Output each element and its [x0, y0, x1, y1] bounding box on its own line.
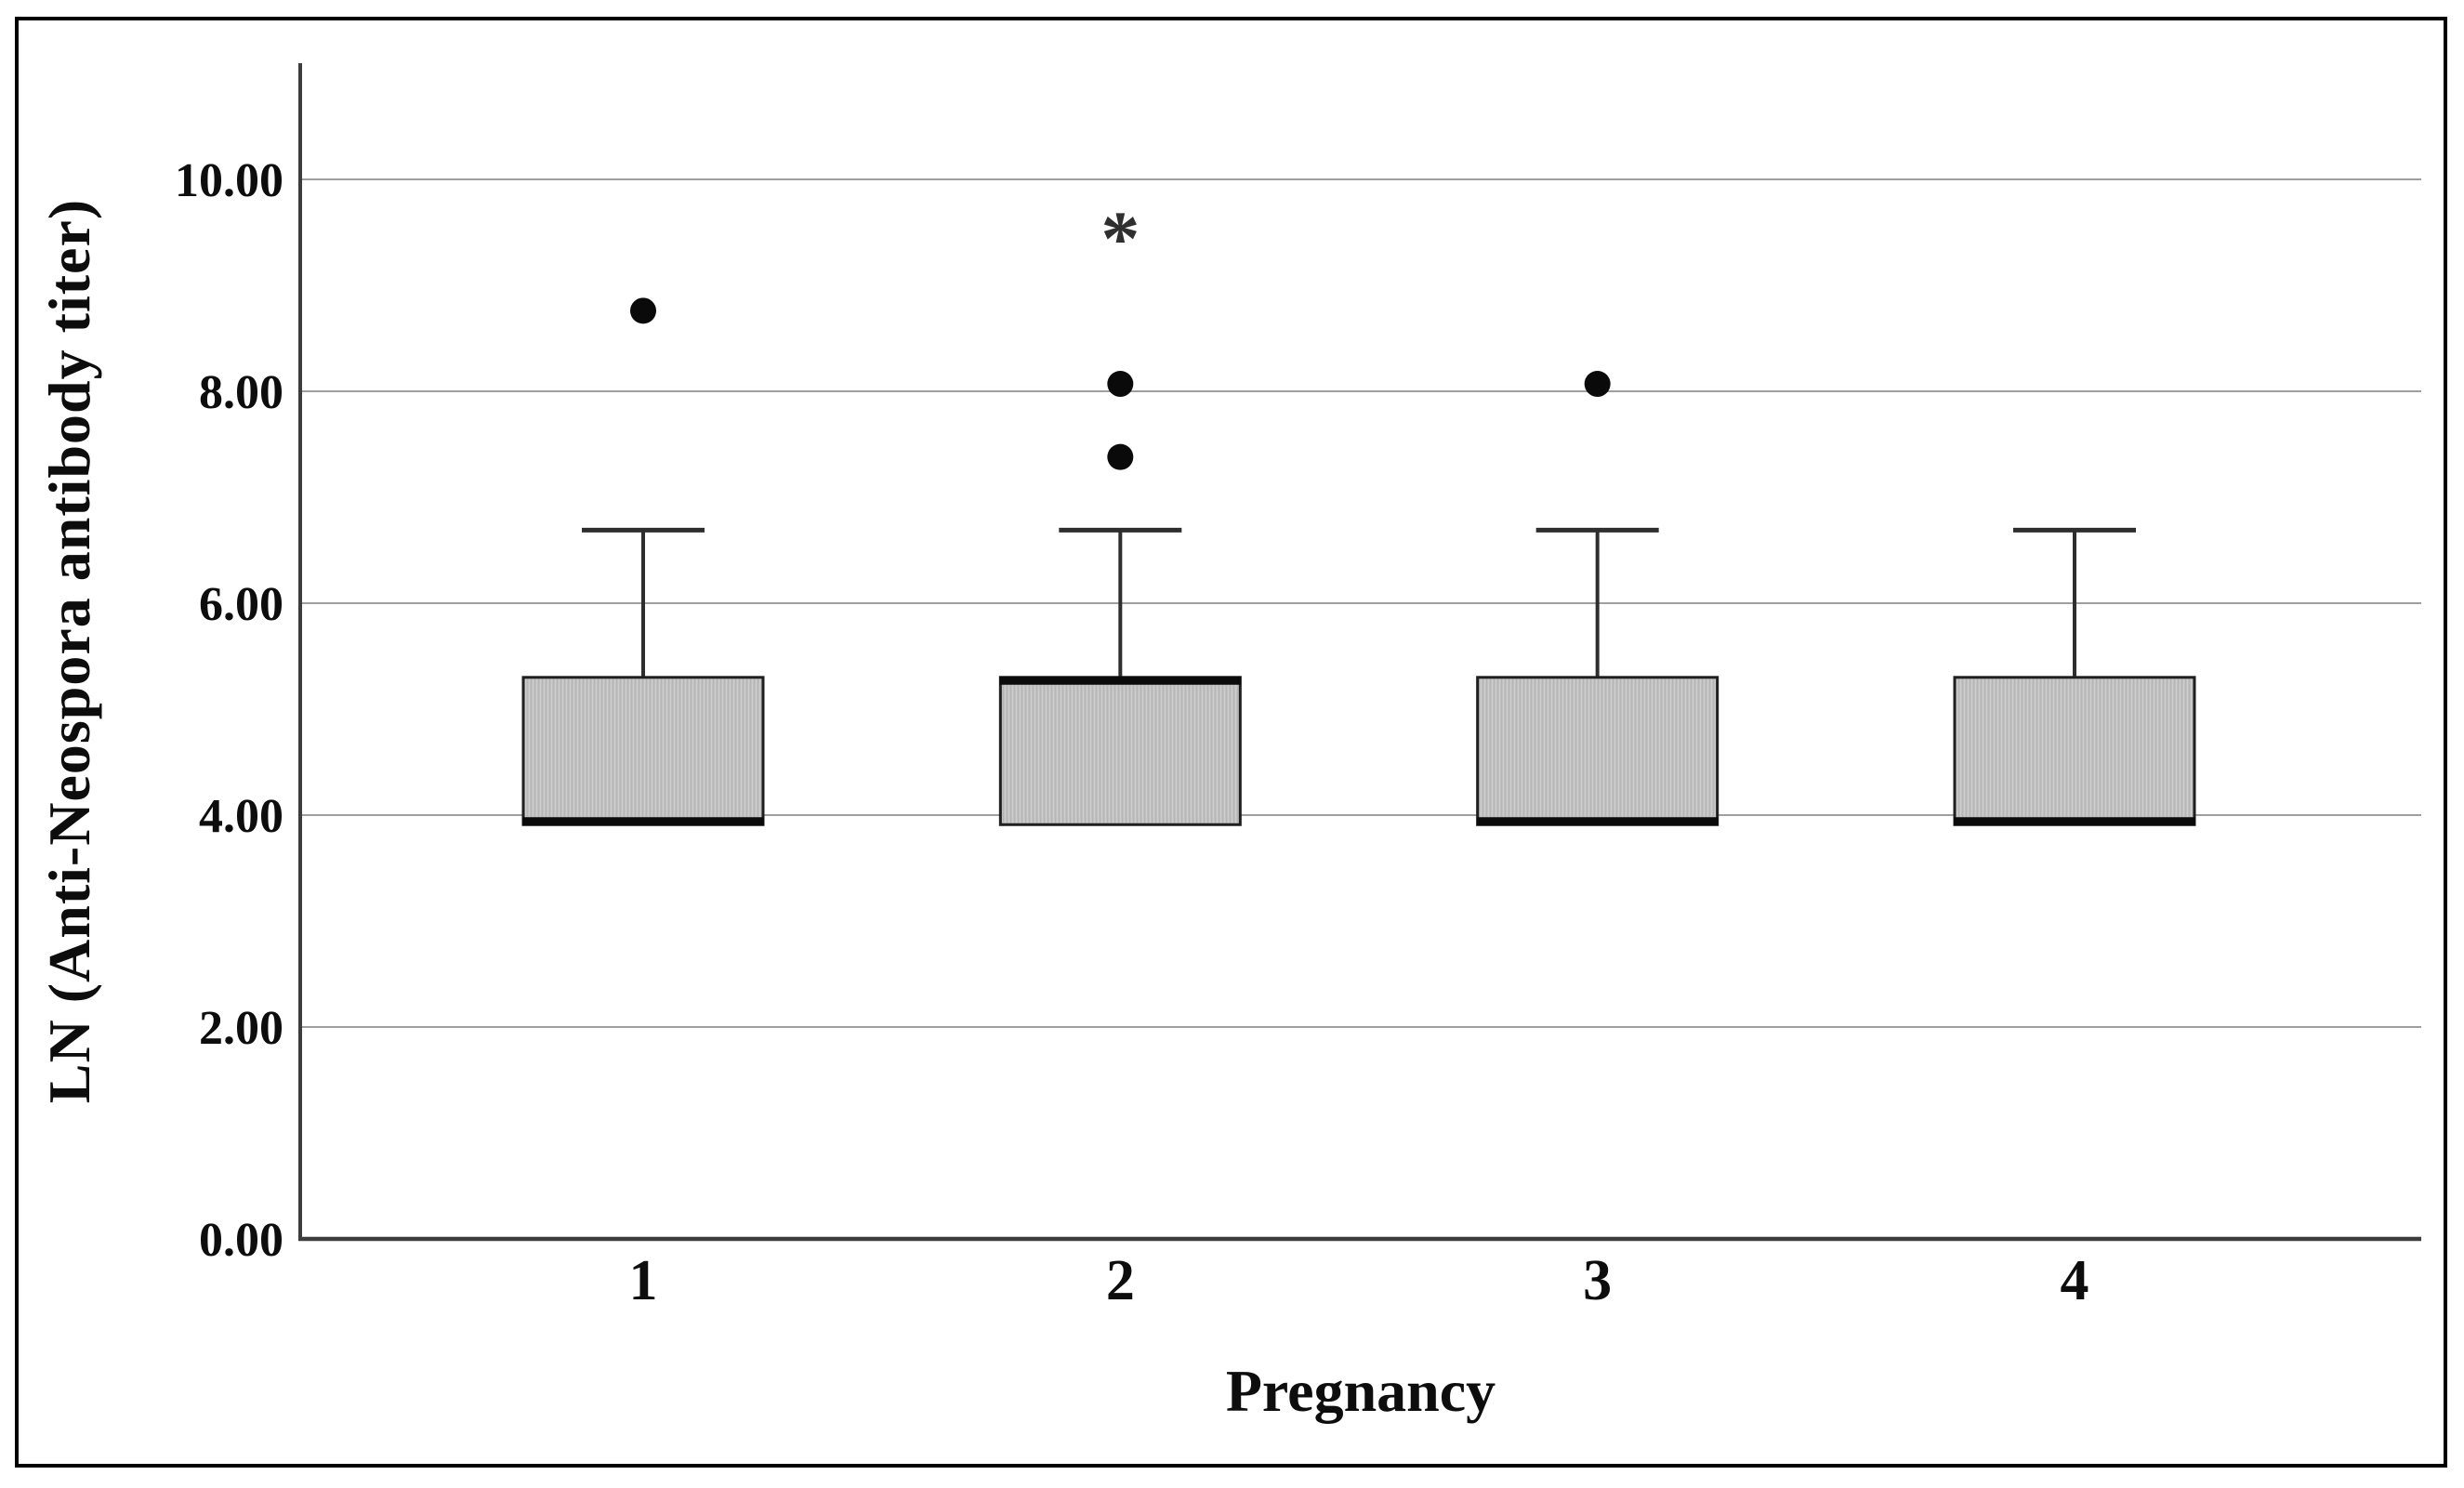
box-iqr [521, 676, 765, 826]
outlier-dot [1107, 371, 1134, 398]
y-tick-label: 8.00 [199, 366, 283, 419]
x-axis-title: Pregnancy [1225, 1358, 1496, 1424]
y-tick-label: 2.00 [199, 1002, 283, 1055]
figure-border [15, 17, 2447, 1468]
y-tick-label: 10.00 [175, 154, 283, 207]
x-tick-label: 4 [2061, 1249, 2089, 1312]
y-tick-label: 0.00 [199, 1214, 283, 1267]
x-tick-label: 2 [1106, 1249, 1135, 1312]
y-tick-label: 4.00 [199, 790, 283, 843]
outlier-dot [1107, 443, 1134, 470]
y-tick-label: 6.00 [199, 578, 283, 631]
box-iqr [998, 676, 1242, 826]
outlier-dot [630, 297, 656, 324]
y-axis-title: LN (Anti-Neospora antibody titer) [36, 198, 102, 1104]
extreme-outlier-marker: * [1100, 196, 1140, 283]
box-iqr [1476, 676, 1720, 826]
outlier-dot [1584, 371, 1611, 398]
box-iqr [1953, 676, 2196, 826]
x-tick-label: 3 [1583, 1249, 1612, 1312]
x-tick-label: 1 [629, 1249, 658, 1312]
